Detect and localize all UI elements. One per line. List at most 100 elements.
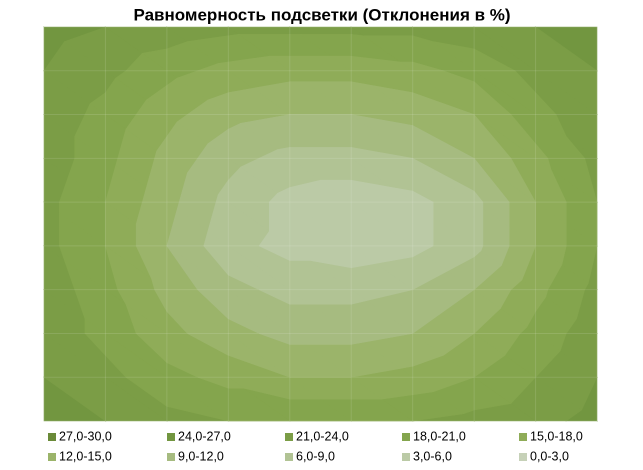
contour-band (411, 289, 476, 335)
surface-cell (350, 26, 414, 72)
contour-band (59, 201, 107, 247)
surface-cell (288, 70, 353, 116)
contour-band (473, 245, 484, 258)
surface-cell (104, 332, 168, 378)
surface-cell (411, 289, 476, 335)
contour-band (473, 289, 512, 335)
legend-swatch (519, 453, 527, 461)
contour-band (534, 332, 567, 378)
surface-cell (43, 201, 107, 247)
legend-label: 27,0-30,0 (59, 429, 112, 443)
surface-cell (534, 201, 598, 247)
contour-band (534, 201, 567, 247)
surface-cell (165, 332, 230, 378)
surface-cell (473, 245, 537, 291)
surface-cell (104, 70, 168, 116)
surface-cell (350, 332, 414, 378)
contour-band (289, 147, 353, 159)
surface-cell (43, 113, 107, 159)
surface-cell (104, 26, 168, 72)
contour-band (411, 245, 434, 258)
legend-swatch (48, 453, 56, 461)
legend-label: 24,0-27,0 (178, 429, 231, 443)
plot-area (43, 26, 598, 422)
surface-cell (165, 157, 230, 203)
surface-cell (43, 376, 107, 422)
legend-swatch (285, 433, 293, 441)
surface-cell (534, 245, 598, 291)
surface-cell (43, 245, 107, 291)
contour-band (473, 332, 521, 378)
contour-band (288, 332, 352, 345)
surface-cell (104, 376, 168, 422)
contour-band (350, 332, 413, 345)
contour-band (289, 398, 353, 422)
surface-cell (473, 332, 537, 378)
surface-cell (227, 113, 291, 159)
surface-cell (534, 26, 598, 72)
surface-cell (350, 376, 414, 422)
surface-cell (227, 289, 291, 335)
contour-band (534, 289, 549, 313)
surface-cell (165, 70, 230, 116)
surface-cell (104, 289, 168, 335)
surface-cell (43, 289, 107, 335)
contour-band (289, 303, 353, 335)
chart-title: Равномерность подсветки (Отклонения в %) (133, 5, 510, 24)
surface-cell (350, 70, 414, 116)
surface-cell (288, 113, 353, 159)
surface-cell (288, 289, 353, 335)
contour-band (565, 201, 598, 247)
contour-band (473, 376, 537, 411)
contour-band (288, 26, 352, 35)
contour-band (289, 34, 352, 57)
contour-band (350, 376, 413, 400)
surface-cell (227, 201, 291, 247)
surface-cell (43, 332, 107, 378)
surface-cell (534, 376, 598, 422)
surface-cell (288, 201, 353, 247)
contour-band (43, 201, 60, 247)
surface-cell (227, 332, 291, 378)
surface-cell (227, 245, 291, 291)
surface-cell (165, 376, 229, 422)
surface-cell (473, 157, 537, 204)
contour-band (482, 201, 510, 247)
legend-label: 9,0-12,0 (178, 449, 224, 463)
surface-cell (43, 157, 107, 203)
surface-cell (412, 157, 476, 203)
surface-cell (350, 245, 414, 291)
surface-cell (288, 332, 353, 378)
contour-band (135, 201, 168, 247)
surface-cell (473, 201, 537, 247)
contour-band (432, 201, 476, 247)
surface-cell (411, 245, 476, 291)
surface-cell (411, 26, 476, 72)
legend-label: 12,0-15,0 (59, 449, 112, 463)
surface-cell (534, 289, 598, 335)
legend-swatch (48, 433, 56, 441)
surface-cell (104, 245, 168, 291)
contour-band (350, 289, 413, 305)
surface-cell (227, 70, 291, 116)
surface-cell (534, 157, 598, 203)
legend-swatch (519, 433, 527, 441)
surface-cell (165, 26, 230, 72)
surface-cell (473, 376, 537, 422)
contour-band (508, 201, 537, 247)
surface-cell (104, 201, 168, 247)
surface-cell (473, 70, 537, 116)
legend-label: 0,0-3,0 (530, 449, 569, 463)
surface-cell (534, 332, 598, 378)
surface-cell (411, 376, 476, 422)
contour-band (534, 376, 598, 422)
contour-band (350, 26, 413, 37)
legend-label: 18,0-21,0 (413, 429, 466, 443)
surface-cell (288, 157, 353, 203)
contour-band (289, 344, 353, 378)
contour-band (350, 201, 414, 247)
legend-label: 15,0-18,0 (530, 429, 583, 443)
legend-label: 21,0-24,0 (296, 429, 349, 443)
contour-band (227, 201, 270, 247)
contour-band (473, 201, 484, 247)
